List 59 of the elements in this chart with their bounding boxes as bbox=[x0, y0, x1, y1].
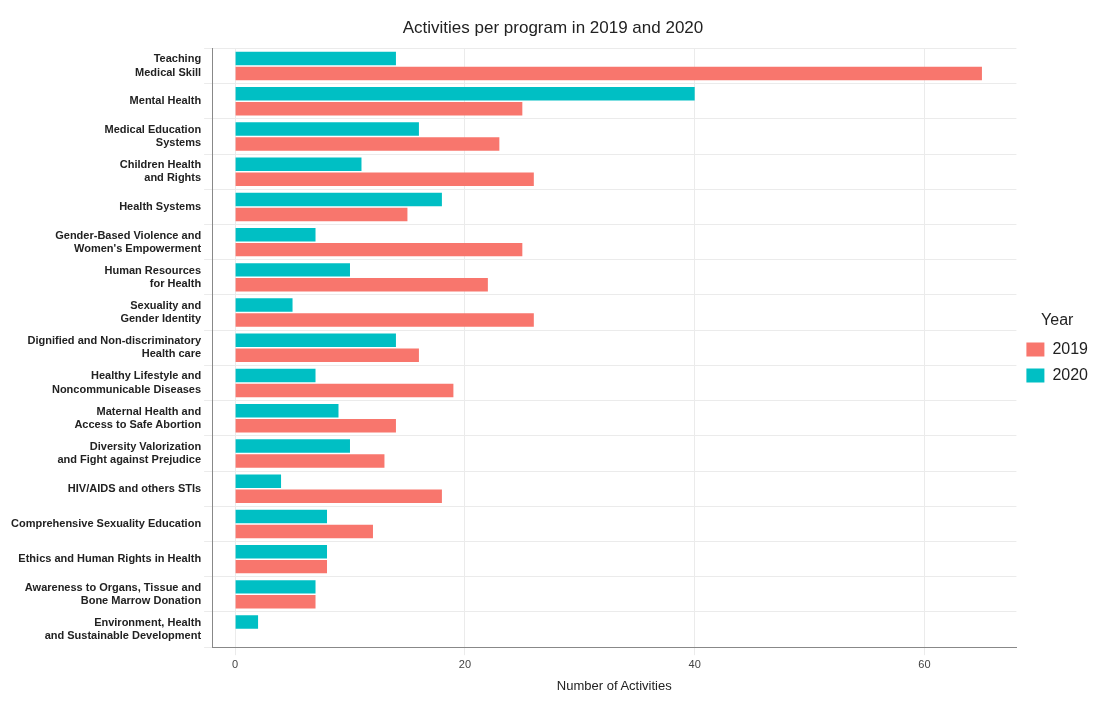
bar bbox=[235, 404, 339, 418]
y-tick-label: Health Systems bbox=[119, 199, 202, 212]
y-tick-label: Medical Education Systems bbox=[104, 122, 202, 149]
y-tick-label: Children Health and Rights bbox=[119, 158, 202, 184]
bar bbox=[235, 207, 408, 222]
y-tick-label: HIV/AIDS and others STIs bbox=[67, 481, 202, 494]
y-tick-label: Awareness to Organs, Tissue and Bone Marrow Donation bbox=[24, 580, 202, 606]
bar bbox=[235, 298, 293, 312]
bar bbox=[235, 242, 523, 257]
legend-label: 2020 bbox=[1052, 366, 1089, 384]
bar bbox=[235, 595, 316, 609]
bar bbox=[235, 172, 534, 186]
bar bbox=[235, 333, 396, 348]
y-tick-label: Environment, Health and Sustainable Development bbox=[44, 616, 202, 642]
bar bbox=[235, 137, 500, 151]
bar bbox=[235, 192, 442, 207]
bar bbox=[235, 313, 534, 327]
bar bbox=[235, 66, 982, 81]
bar bbox=[235, 87, 695, 101]
y-tick-label: Dignified and Non-discriminatory Health care bbox=[27, 334, 202, 360]
bar bbox=[235, 278, 488, 292]
y-tick-label: Ethics and Human Rights in Health bbox=[18, 552, 202, 565]
bar bbox=[235, 489, 442, 503]
bar bbox=[235, 474, 282, 488]
x-tick-label: 60 bbox=[918, 657, 931, 670]
bar bbox=[235, 227, 316, 242]
bar bbox=[235, 544, 328, 559]
y-tick-label: Maternal Health and Access to Safe Abortion bbox=[74, 404, 202, 430]
y-tick-label: Healthy Lifestyle and Noncommunicable Diseases bbox=[51, 369, 202, 395]
bar bbox=[235, 524, 373, 539]
bar bbox=[235, 122, 419, 136]
x-tick-label: 20 bbox=[458, 657, 472, 670]
bar bbox=[235, 439, 350, 453]
bar bbox=[235, 157, 362, 171]
legend-title: Year bbox=[1041, 310, 1075, 328]
y-tick-label: Sexuality and Gender Identity bbox=[120, 299, 202, 325]
y-tick-label: Gender-Based Violence and Women's Empowerment bbox=[55, 228, 202, 254]
y-tick-label: Comprehensive Sexuality Education bbox=[10, 516, 202, 529]
bar bbox=[235, 368, 316, 383]
bar bbox=[235, 51, 396, 66]
chart-title: Activities per program in 2019 and 2020 bbox=[402, 17, 704, 37]
y-tick-label: Teaching Medical Skill bbox=[135, 52, 202, 78]
bar bbox=[235, 383, 454, 398]
bar bbox=[235, 454, 385, 468]
bar bbox=[235, 101, 523, 116]
bar bbox=[235, 615, 259, 629]
y-tick-label: Diversity Valorization and Fight against Prejudice bbox=[57, 439, 202, 466]
x-tick-label: 0 bbox=[232, 657, 239, 670]
y-tick-label: Human Resources for Health bbox=[104, 263, 202, 289]
bar bbox=[235, 263, 350, 277]
bar bbox=[235, 348, 419, 363]
y-tick-label: Mental Health bbox=[129, 94, 202, 107]
x-axis-title: Number of Activities bbox=[556, 677, 673, 693]
legend-label: 2019 bbox=[1052, 340, 1089, 358]
bar bbox=[235, 559, 328, 574]
bar bbox=[235, 419, 396, 433]
x-tick-label: 40 bbox=[688, 657, 701, 670]
bar bbox=[235, 580, 316, 594]
bar bbox=[235, 509, 328, 524]
